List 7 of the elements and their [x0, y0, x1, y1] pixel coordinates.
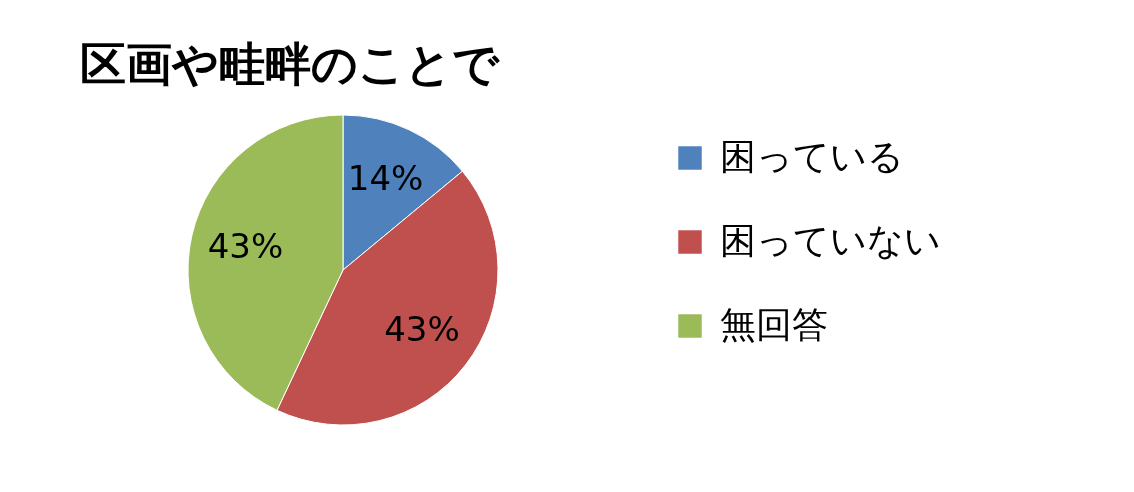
- legend-label: 困っていない: [720, 220, 941, 261]
- chart-title: 区画や畦畔のことで: [80, 37, 500, 91]
- legend-label: 困っている: [720, 136, 904, 177]
- legend-label: 無回答: [720, 304, 828, 345]
- data-label: 43%: [207, 226, 284, 267]
- data-label: 43%: [384, 309, 460, 350]
- data-label: 14%: [347, 157, 424, 198]
